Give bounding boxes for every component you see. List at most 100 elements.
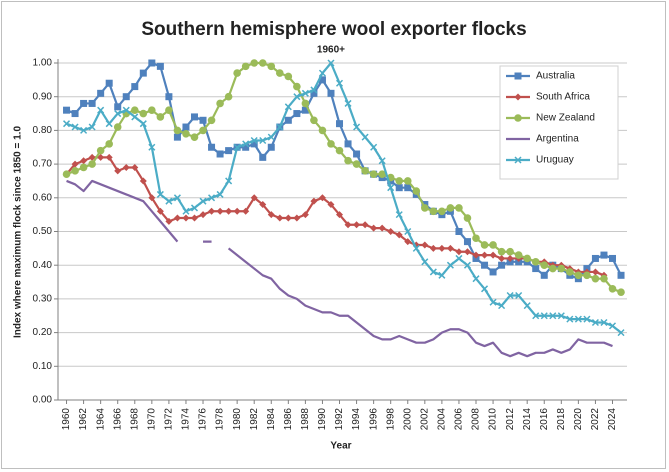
marker (242, 140, 250, 148)
marker (182, 129, 190, 138)
marker (370, 143, 378, 151)
marker (514, 93, 522, 101)
marker (267, 133, 275, 141)
marker (591, 274, 600, 283)
marker (463, 238, 471, 246)
legend-label: New Zealand (536, 113, 595, 124)
marker (514, 251, 523, 259)
marker (165, 106, 173, 114)
marker (404, 184, 412, 192)
marker (532, 312, 540, 320)
marker (225, 147, 233, 155)
marker (336, 211, 344, 219)
marker (318, 126, 327, 135)
x-tick-label: 1994 (351, 408, 362, 431)
marker (344, 99, 352, 107)
x-tick-label: 2016 (539, 408, 550, 431)
y-tick-label: 0.20 (33, 327, 53, 338)
marker (139, 120, 147, 128)
x-tick-label: 1960 (61, 408, 72, 431)
marker (335, 79, 344, 87)
marker (259, 136, 267, 145)
marker (156, 190, 164, 198)
marker (523, 302, 531, 310)
marker (438, 244, 446, 252)
marker (318, 69, 326, 77)
marker (199, 116, 207, 124)
legend: Australia South Africa New Zealand Argentin… (499, 65, 619, 180)
marker (96, 146, 105, 155)
marker (600, 318, 608, 327)
marker (549, 312, 557, 320)
marker (267, 143, 275, 151)
marker (71, 110, 79, 118)
y-tick-label: 0.00 (33, 395, 53, 406)
marker (353, 123, 361, 131)
marker (421, 258, 429, 266)
marker (250, 140, 258, 148)
x-tick-label: 2024 (607, 408, 618, 431)
y-tick-label: 0.10 (33, 361, 53, 372)
marker (301, 211, 309, 219)
marker (71, 167, 79, 175)
marker (344, 156, 352, 165)
marker (472, 275, 480, 283)
marker (600, 274, 608, 283)
marker (327, 140, 335, 148)
marker (463, 248, 471, 256)
marker (404, 227, 412, 236)
marker (113, 123, 122, 131)
marker (617, 271, 625, 279)
marker (472, 251, 480, 259)
marker (190, 214, 198, 222)
marker (80, 126, 88, 134)
marker (617, 329, 625, 337)
marker (71, 123, 79, 131)
marker (557, 312, 565, 320)
legend-label: South Africa (536, 92, 590, 103)
marker (139, 177, 147, 185)
marker (233, 69, 241, 77)
marker (361, 133, 369, 141)
marker (88, 160, 96, 168)
chart-title: Southern hemisphere wool exporter flocks (141, 19, 526, 40)
marker (276, 214, 284, 222)
x-axis-label: Year (330, 441, 351, 452)
marker (233, 207, 241, 215)
marker (481, 251, 489, 259)
marker (97, 106, 105, 114)
x-tick-label: 1984 (266, 408, 277, 431)
marker (208, 207, 216, 215)
marker (173, 194, 181, 202)
marker (301, 106, 309, 114)
marker (506, 291, 514, 300)
marker (250, 136, 258, 145)
marker (97, 153, 105, 161)
marker (122, 93, 130, 101)
y-tick-label: 0.70 (33, 159, 53, 170)
marker (284, 214, 292, 222)
marker (216, 150, 224, 158)
marker (88, 99, 96, 107)
marker (267, 211, 275, 219)
marker (318, 76, 326, 84)
marker (71, 160, 79, 168)
marker (608, 322, 617, 330)
y-axis-label: Index where maximum flock since 1850 = 1… (13, 126, 24, 338)
marker (80, 157, 88, 165)
marker (122, 163, 130, 171)
marker (182, 123, 190, 131)
marker (412, 244, 420, 252)
marker (591, 268, 599, 276)
marker (378, 170, 386, 179)
x-tick-label: 1974 (181, 408, 192, 431)
marker (293, 214, 301, 222)
marker (156, 207, 164, 215)
marker (608, 284, 617, 293)
marker (242, 207, 250, 215)
marker (566, 268, 574, 276)
marker (540, 312, 548, 320)
marker (131, 113, 139, 121)
marker (105, 120, 113, 128)
marker (574, 271, 583, 280)
